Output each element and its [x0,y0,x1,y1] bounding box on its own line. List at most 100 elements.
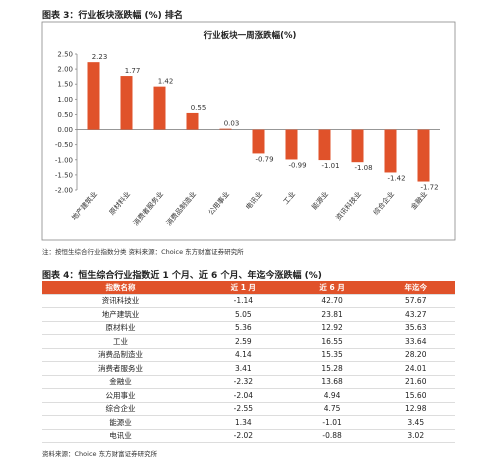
row: 工业 2.59 16.55 33.64 [42,334,455,349]
cell: 35.63 [376,321,455,335]
y-tick-label: 1.00 [57,96,73,104]
cell: -2.32 [198,375,288,389]
bar [285,129,298,160]
cell: 2.59 [198,334,288,349]
data-label: -0.99 [288,161,306,169]
cell: 资讯科技业 [42,294,199,308]
row: 消费品制造业 4.14 15.35 28.20 [42,348,455,362]
cell: 3.45 [376,415,455,430]
y-tick-label: 0.00 [57,126,73,134]
cell: 21.60 [376,375,455,389]
cell: -0.88 [287,429,377,443]
bar [219,128,232,130]
cell: 4.14 [198,348,288,362]
cell: 24.01 [376,361,455,376]
cell: 5.05 [198,307,288,322]
cell: 工业 [42,334,199,349]
cell: 3.02 [376,429,455,443]
cell: 金融业 [42,375,199,389]
x-tick-label: 电讯业 [244,190,264,212]
cell: -1.14 [198,294,288,308]
header-cell: 近 1 月 [198,281,288,295]
bar [87,62,100,130]
cell: -2.02 [198,429,288,443]
row: 能源业 1.34 -1.01 3.45 [42,415,455,430]
bar [351,129,364,163]
figure-caption: 图表 4：恒生综合行业指数近 1 个月、近 6 个月、年迄今涨跌幅 (%) [42,271,322,281]
cell: 综合企业 [42,402,199,416]
row: 消费者服务业 3.41 15.28 24.01 [42,361,455,376]
chart-title: 行业板块一周涨跌幅(%) [203,30,297,41]
x-tick-label: 工业 [281,190,297,207]
row: 综合企业 -2.55 4.75 12.98 [42,402,455,416]
cell: 地产建筑业 [42,307,199,322]
x-tick-label: 消费品制造业 [164,190,198,228]
y-tick-label: -1.50 [55,171,73,179]
data-label: -1.01 [321,162,339,170]
x-tick-label: 原材料业 [107,190,132,217]
bar [186,112,199,130]
cell: 15.28 [287,361,377,376]
data-label: 0.03 [224,120,240,128]
data-label: -1.42 [387,174,405,182]
cell: -2.55 [198,402,288,416]
cell: 43.27 [376,307,455,322]
header-cell: 近 6 月 [287,281,377,295]
figure-caption: 图表 3：行业板块涨跌幅 (%) 排名 [42,11,183,21]
chart: 行业板块一周涨跌幅(%) 2.50 2.00 1.50 1.00 0.50 0.00 -0.… [41,21,456,241]
cell: 23.81 [287,307,377,322]
cell: -1.01 [287,415,377,430]
row: 原材料业 5.36 12.92 35.63 [42,321,455,335]
cell: 57.67 [376,294,455,308]
data-label: 1.77 [125,67,141,75]
data-label: 2.23 [92,53,108,61]
note: 注：按恒生综合行业指数分类 资料来源：Choice 东方财富证券研究所 [42,248,244,256]
cell: 42.70 [287,294,377,308]
x-tick-label: 资讯科技业 [334,190,363,223]
row: 金融业 -2.32 13.68 21.60 [42,375,455,389]
row: 电讯业 -2.02 -0.88 3.02 [42,429,455,443]
y-tick-label: -0.50 [55,141,73,149]
cell: 15.35 [287,348,377,362]
x-tick-label: 金融业 [409,190,429,212]
bar [417,129,430,182]
cell: 4.94 [287,388,377,403]
data-label: 0.55 [191,104,207,112]
y-tick-label: 2.50 [57,51,73,59]
cell: 4.75 [287,402,377,416]
cell: 12.98 [376,402,455,416]
x-tick-label: 能源业 [310,190,330,212]
data-label: -1.08 [354,164,372,172]
cell: 消费者服务业 [42,361,199,376]
table: 指数名称近 1 月近 6 月年迄今 资讯科技业 -1.14 42.70 57.67 地产建… [42,281,455,443]
y-tick-label: -1.00 [55,156,73,164]
cell: 15.60 [376,388,455,403]
y-tick-label: 0.50 [57,111,73,119]
y-tick-label: -2.00 [55,187,73,195]
x-tick-label: 公用事业 [206,190,231,217]
cell: 13.68 [287,375,377,389]
data-label: -0.79 [255,155,273,163]
cell: 33.64 [376,334,455,349]
bar [384,129,397,173]
cell: 16.55 [287,334,377,349]
x-tick-label: 综合企业 [371,190,396,217]
data-label: 1.42 [158,78,174,86]
row: 地产建筑业 5.05 23.81 43.27 [42,307,455,322]
y-tick-label: 1.50 [57,81,73,89]
cell: 28.20 [376,348,455,362]
row: 公用事业 -2.04 4.94 15.60 [42,388,455,403]
cell: 3.41 [198,361,288,376]
cell: 12.92 [287,321,377,335]
x-tick-label: 消费者服务业 [131,190,165,228]
cell: 5.36 [198,321,288,335]
cell: -2.04 [198,388,288,403]
bar [318,129,331,161]
row: 资讯科技业 -1.14 42.70 57.67 [42,294,455,308]
data-label: -1.72 [420,184,438,192]
cell: 1.34 [198,415,288,430]
header-cell: 指数名称 [42,281,199,295]
chart-frame [41,21,456,241]
bar [153,86,166,130]
